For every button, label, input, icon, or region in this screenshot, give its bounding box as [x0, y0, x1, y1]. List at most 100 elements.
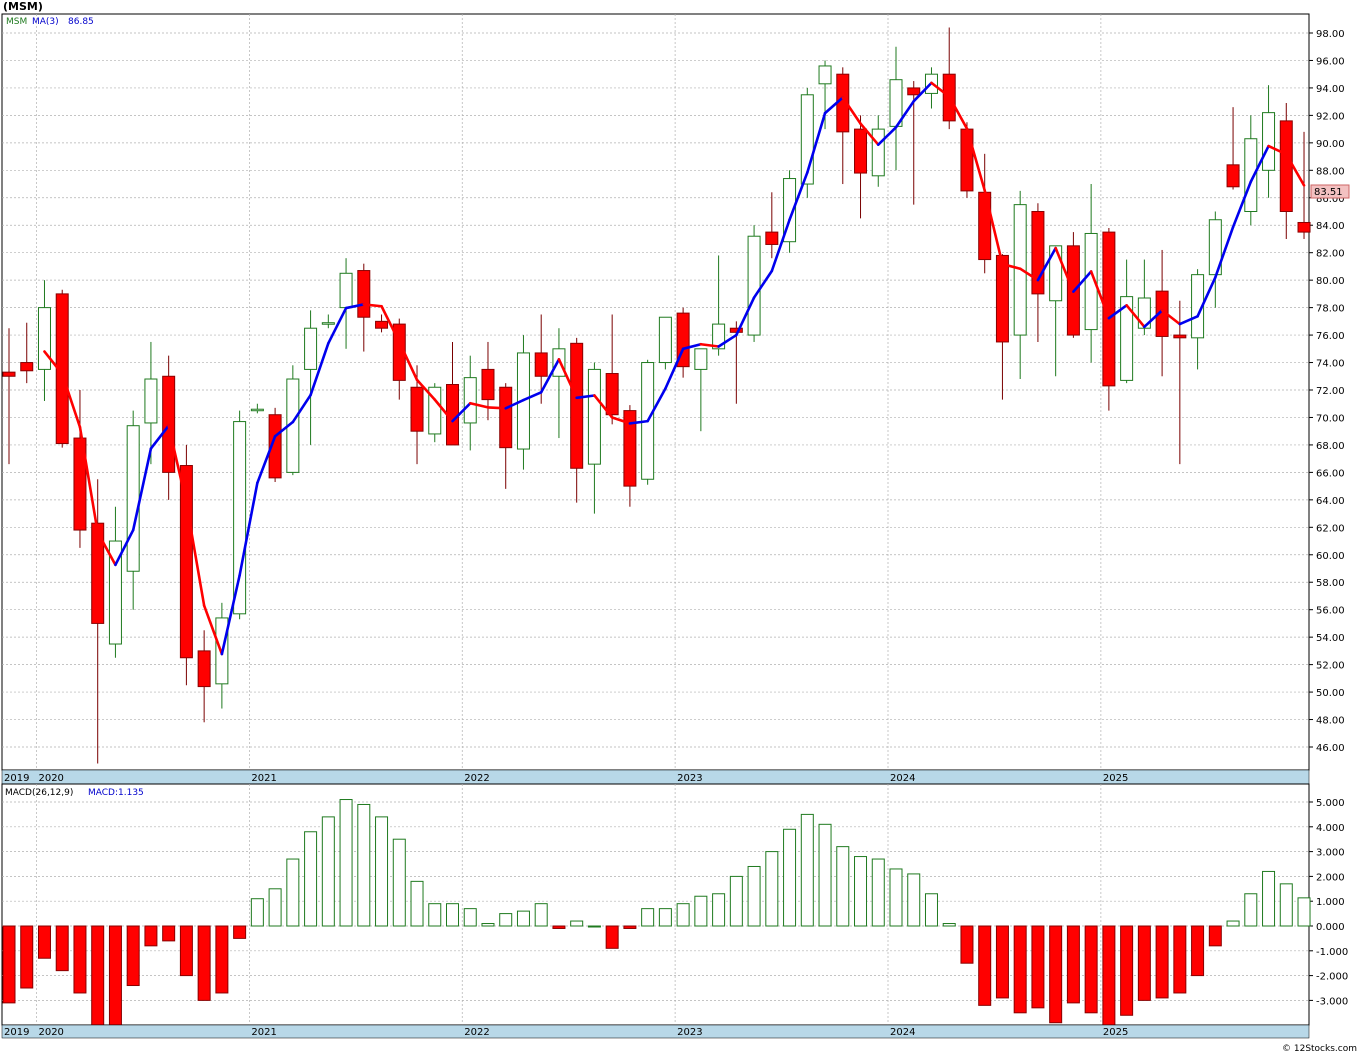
candle-body: [481, 368, 495, 401]
macd-bar: [446, 903, 459, 927]
macd-x-label: 2024: [890, 1027, 915, 1038]
macd-bar: [1031, 925, 1045, 1009]
macd-bar: [800, 813, 814, 927]
price-tick-label: 66.00: [1316, 468, 1345, 479]
price-x-label: 2024: [890, 773, 915, 784]
macd-bar: [747, 865, 761, 927]
price-tick-label: 94.00: [1316, 84, 1345, 95]
candle-body: [534, 352, 548, 377]
ma-segment: [1249, 144, 1270, 184]
macd-bar: [481, 923, 495, 927]
macd-bar: [392, 838, 406, 927]
macd-x-axis-band: [1, 1024, 1310, 1039]
macd-bar: [570, 920, 584, 927]
ma-segment: [539, 358, 561, 394]
price-tick-label: 82.00: [1316, 249, 1345, 260]
macd-bars: [2, 799, 1311, 1026]
macd-bar: [197, 925, 211, 1001]
candle-body: [1049, 245, 1063, 302]
macd-bar: [55, 925, 69, 972]
macd-bar: [605, 925, 619, 949]
candle-body: [37, 307, 51, 370]
price-x-label: 2025: [1103, 773, 1128, 784]
ma-segment: [1214, 225, 1235, 279]
macd-bar: [960, 925, 974, 964]
candle-body: [1297, 221, 1311, 233]
price-tick-label: 60.00: [1316, 551, 1345, 562]
macd-tick-label: -2.000: [1316, 972, 1348, 983]
macd-x-label: 2025: [1103, 1027, 1128, 1038]
macd-bar: [818, 823, 832, 927]
macd-tick-label: 2.000: [1316, 872, 1345, 883]
macd-bar: [783, 828, 797, 927]
macd-bar: [73, 925, 87, 994]
candle-body: [91, 522, 105, 624]
candle-body: [587, 368, 601, 465]
ma-segment: [1160, 309, 1182, 326]
ma-segment: [735, 296, 756, 337]
macd-bar: [587, 925, 601, 928]
candle-body: [712, 323, 726, 350]
ma-segment: [114, 528, 135, 567]
candle-body: [747, 235, 761, 336]
ma-segment: [78, 425, 99, 534]
legend-ma-value: 86.85: [68, 17, 94, 27]
macd-bar: [889, 868, 903, 927]
ma-segment: [256, 434, 277, 485]
ma-segment: [273, 420, 295, 438]
macd-bar: [1049, 925, 1063, 1024]
candle-body: [818, 65, 832, 85]
price-tick-label: 70.00: [1316, 413, 1345, 424]
price-x-label: 2019: [4, 773, 29, 784]
ma-segment: [522, 390, 543, 402]
macd-bar: [1279, 883, 1293, 927]
macd-bar: [1155, 925, 1169, 999]
macd-bar: [1066, 925, 1080, 1004]
ma-segment: [220, 574, 241, 656]
ma-segment: [610, 416, 632, 425]
ma-segment: [415, 378, 437, 401]
macd-legend-value: MACD:1.135: [88, 788, 144, 798]
candle-body: [1031, 211, 1045, 295]
ma-segment: [717, 333, 738, 348]
price-tick-label: 98.00: [1316, 29, 1345, 40]
price-tick-label: 52.00: [1316, 661, 1345, 672]
ma-segment: [202, 604, 224, 656]
macd-bar: [375, 816, 389, 927]
price-tick-label: 92.00: [1316, 111, 1345, 122]
macd-bar: [729, 875, 743, 927]
price-x-label: 2021: [251, 773, 276, 784]
candle-body: [428, 386, 442, 435]
macd-bar: [1226, 920, 1240, 927]
candle-body: [694, 348, 708, 370]
candle-body: [658, 316, 672, 364]
ma-segment: [1143, 309, 1164, 329]
macd-bar: [765, 851, 779, 927]
macd-bar: [552, 925, 566, 929]
ma-segment: [380, 304, 401, 344]
ma-segment: [841, 96, 862, 125]
ma-segment: [451, 401, 472, 423]
price-x-label: 2020: [38, 773, 63, 784]
macd-bar: [20, 925, 34, 989]
macd-bar: [126, 925, 140, 987]
macd-tick-label: 3.000: [1316, 848, 1345, 859]
candle-body: [463, 377, 477, 424]
ma-segment: [291, 393, 312, 424]
candle-body: [605, 373, 619, 416]
ma-segment: [1001, 262, 1022, 271]
price-tick-label: 50.00: [1316, 688, 1345, 699]
watermark: © 12Stocks.com: [1282, 1044, 1357, 1054]
ma-segment: [593, 394, 614, 419]
ma-segment: [238, 481, 259, 577]
macd-bar: [410, 880, 424, 927]
price-tick-label: 46.00: [1316, 743, 1345, 754]
ma-segment: [397, 340, 419, 382]
ma-segment: [823, 96, 845, 115]
candle-body: [2, 371, 16, 377]
ma-segment: [1125, 304, 1146, 329]
ma-segment: [788, 171, 809, 222]
macd-bar: [1191, 925, 1205, 977]
price-tick-label: 48.00: [1316, 716, 1345, 727]
